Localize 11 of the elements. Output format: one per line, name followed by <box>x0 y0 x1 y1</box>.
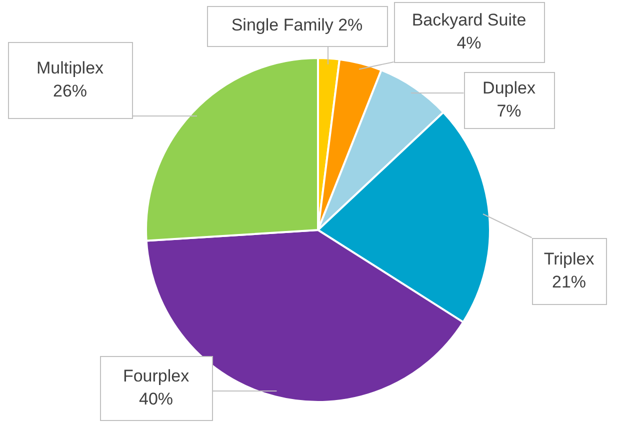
slice-label: Multiplex <box>36 58 104 78</box>
data-label: 7% <box>496 102 522 121</box>
slice-label: Fourplex <box>122 366 190 386</box>
data-label: 26% <box>52 82 88 101</box>
data-label: 21% <box>552 272 586 292</box>
data-label: 40% <box>138 390 174 409</box>
data-label: 4% <box>456 34 482 53</box>
slice-label: Backyard Suite <box>412 10 526 30</box>
slice-label: Single Family 2% <box>231 16 363 35</box>
slice-label: Duplex <box>482 78 536 98</box>
slice-label: Triplex <box>544 250 595 269</box>
